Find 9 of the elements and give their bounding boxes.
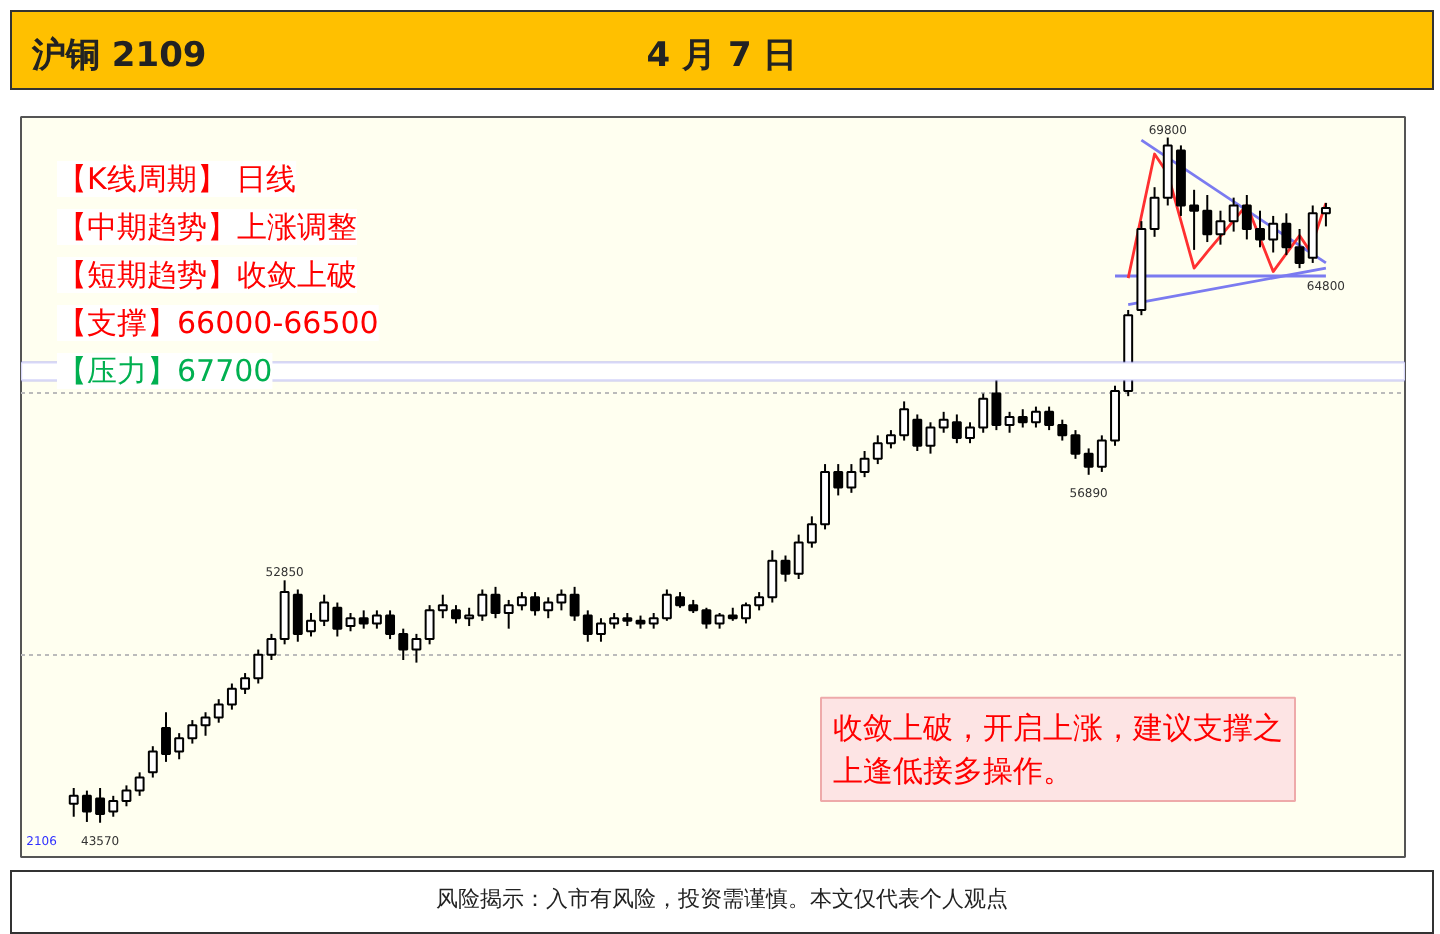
annotation: 【短期趋势】收敛上破 xyxy=(57,257,357,293)
chart-title: 沪铜 2109 xyxy=(32,34,207,80)
chart-subtitle: 4 月 7 日 xyxy=(646,36,798,76)
annotation: 【K线周期】 日线 xyxy=(57,161,297,197)
annotation: 收敛上破，开启上涨，建议支撑之上逢低接多操作。 xyxy=(833,709,1283,789)
text: 风险揭示：入市有风险，投资需谨慎。本文仅代表个人观点 xyxy=(436,884,1008,916)
annotation: 【压力】67700 xyxy=(57,353,273,389)
annotation: 【支撑】66000-66500 xyxy=(57,305,379,341)
annotation: 【中期趋势】上涨调整 xyxy=(57,209,357,245)
